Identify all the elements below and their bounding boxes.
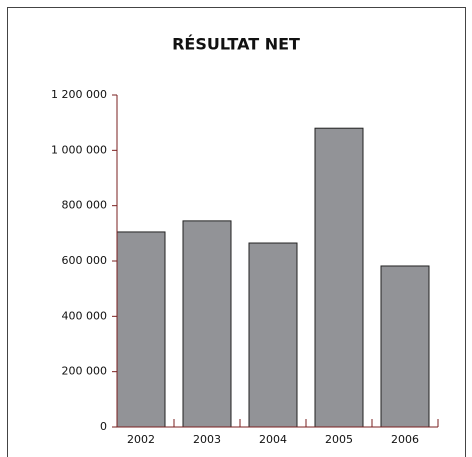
- x-tick-label: 2005: [325, 433, 353, 446]
- bar: [380, 265, 430, 428]
- x-tick-label: 2002: [127, 433, 155, 446]
- bar: [182, 220, 232, 428]
- y-tick-label: 0: [100, 420, 107, 433]
- bar: [248, 242, 298, 428]
- bar: [314, 127, 364, 428]
- x-tick-label: 2004: [259, 433, 287, 446]
- y-tick-label: 1 000 000: [51, 143, 107, 156]
- y-tick-label: 200 000: [62, 365, 108, 378]
- x-tick-label: 2003: [193, 433, 221, 446]
- bar: [116, 231, 166, 428]
- x-tick-label: 2006: [391, 433, 419, 446]
- y-tick-label: 1 200 000: [51, 88, 107, 101]
- chart-title: RÉSULTAT NET: [172, 35, 300, 54]
- y-tick-label: 400 000: [62, 309, 108, 322]
- frame: [7, 7, 466, 457]
- y-tick-label: 800 000: [62, 199, 108, 212]
- y-tick-label: 600 000: [62, 254, 108, 267]
